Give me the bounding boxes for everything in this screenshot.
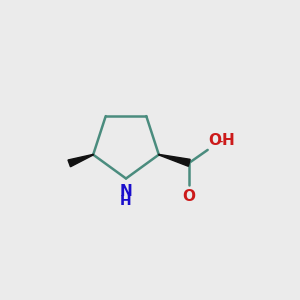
Text: -: -	[217, 134, 223, 148]
Text: H: H	[120, 194, 132, 208]
Text: O: O	[208, 134, 221, 148]
Polygon shape	[159, 154, 190, 166]
Text: N: N	[120, 184, 132, 199]
Polygon shape	[68, 154, 93, 167]
Text: H: H	[222, 134, 235, 148]
Text: O: O	[183, 189, 196, 204]
